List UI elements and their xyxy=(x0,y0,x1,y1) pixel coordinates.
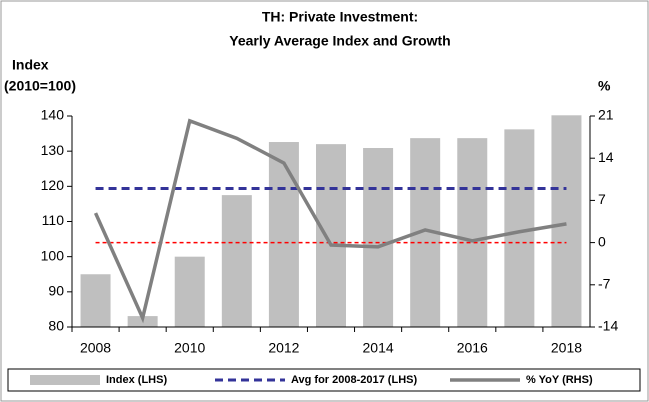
x-tick-label: 2012 xyxy=(268,340,299,356)
x-tick-label: 2016 xyxy=(457,340,488,356)
bar xyxy=(504,129,535,327)
y-axis-label: Index xyxy=(12,57,49,73)
y2-tick-label: 7 xyxy=(598,191,606,207)
x-tick-label: 2014 xyxy=(363,340,394,356)
y2-tick-label: -7 xyxy=(598,276,611,292)
legend-label: Avg for 2008-2017 (LHS) xyxy=(291,374,417,386)
y-tick-label: 110 xyxy=(42,212,65,228)
legend-label: Index (LHS) xyxy=(106,374,167,386)
chart-title: Yearly Average Index and Growth xyxy=(229,33,450,49)
y-tick-label: 100 xyxy=(41,247,65,263)
y2-tick-label: 0 xyxy=(598,233,606,249)
legend-box xyxy=(7,368,641,392)
y-tick-label: 120 xyxy=(41,177,65,193)
yoy-line xyxy=(93,118,567,324)
bar xyxy=(457,138,488,327)
bar xyxy=(268,142,299,327)
bar xyxy=(221,195,252,327)
x-tick-label: 2018 xyxy=(551,340,582,356)
y-tick-label: 140 xyxy=(41,107,65,123)
bar xyxy=(80,274,111,327)
y2-axis-label: % xyxy=(598,78,611,94)
y2-tick-label: 21 xyxy=(598,107,614,123)
x-tick-label: 2010 xyxy=(174,340,205,356)
x-tick-label: 2008 xyxy=(80,340,111,356)
bar xyxy=(551,115,582,328)
y2-tick-label: -14 xyxy=(598,318,618,334)
chart-title: TH: Private Investment: xyxy=(262,9,418,25)
legend-swatch xyxy=(30,375,100,385)
y-tick-label: 130 xyxy=(41,142,65,158)
y-tick-label: 80 xyxy=(48,318,64,334)
bar xyxy=(316,144,346,327)
y2-tick-label: 14 xyxy=(598,149,614,165)
bar xyxy=(174,256,205,327)
legend: Index (LHS) Avg for 2008-2017 (LHS) % YoY … xyxy=(30,374,593,386)
y-axis-label: (2010=100) xyxy=(4,78,76,94)
legend-label: % YoY (RHS) xyxy=(526,374,593,386)
bar xyxy=(363,148,394,327)
y-tick-label: 90 xyxy=(48,283,64,299)
